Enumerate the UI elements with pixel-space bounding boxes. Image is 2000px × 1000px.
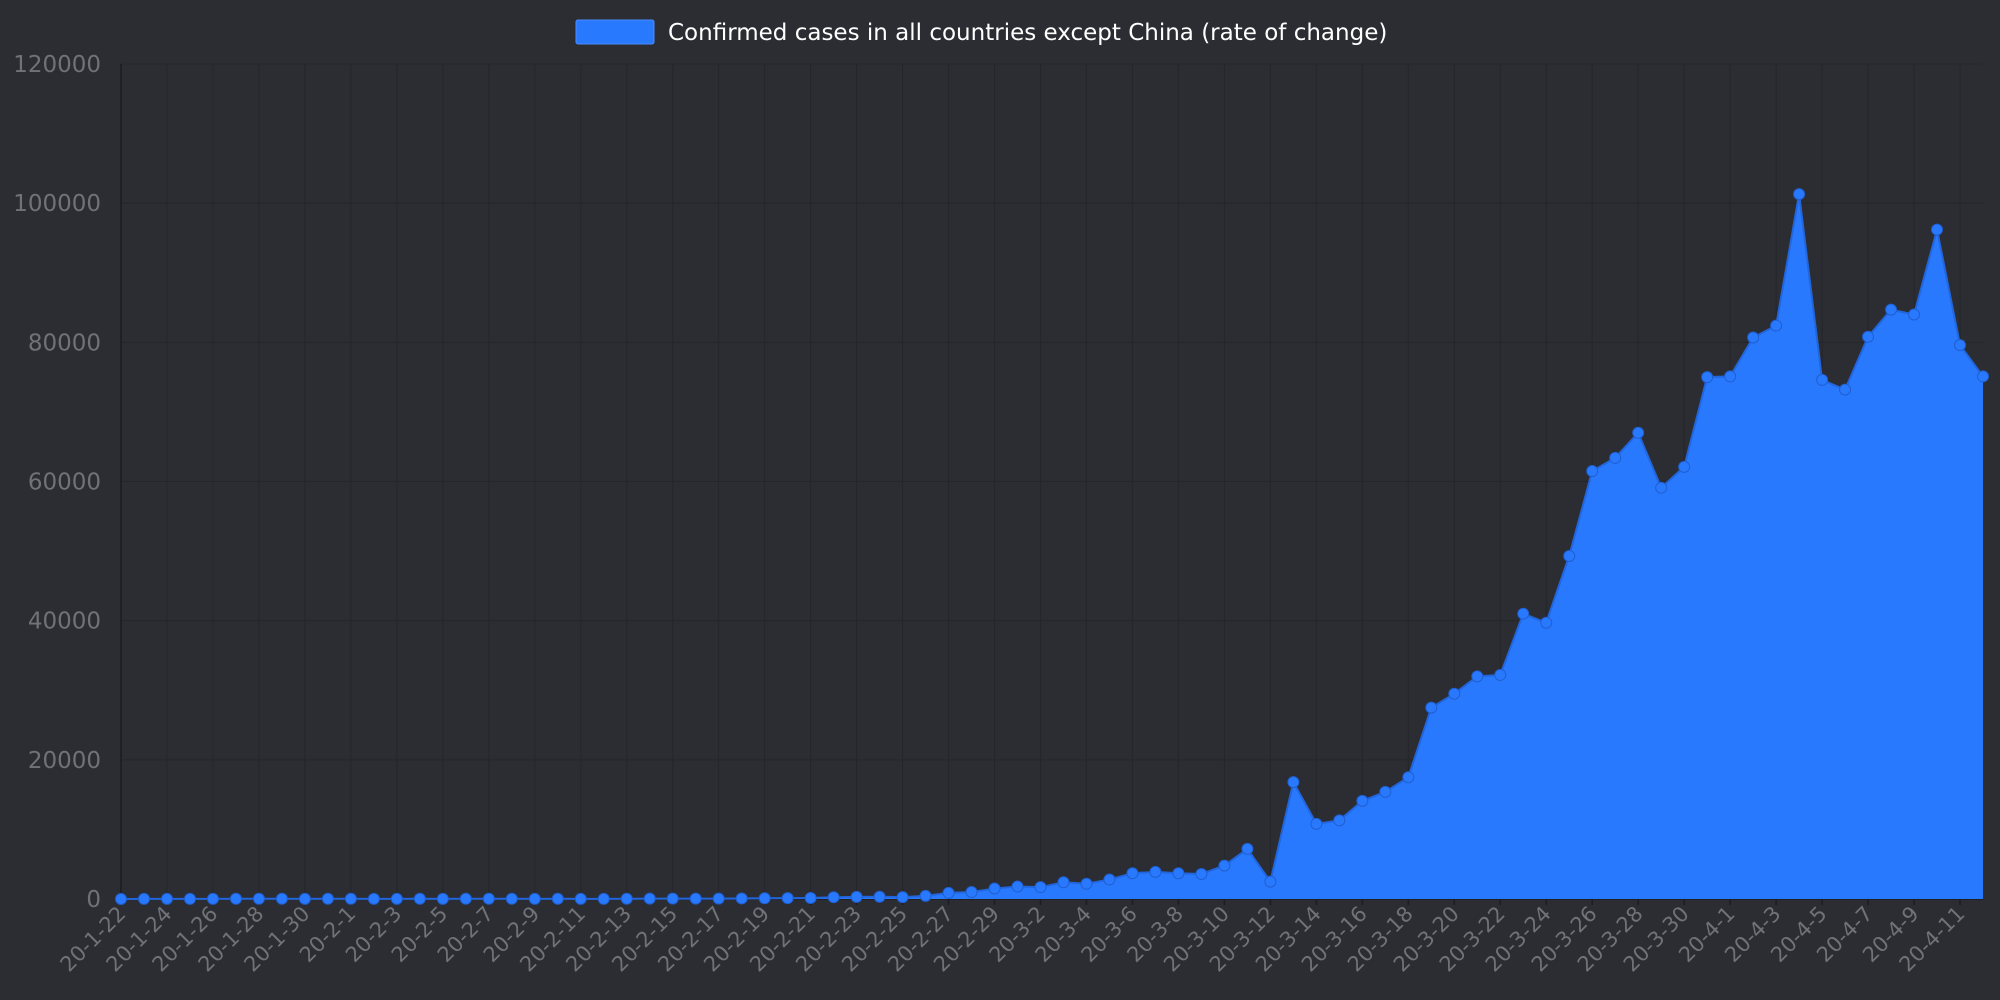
- data-point[interactable]: [252, 892, 265, 905]
- data-point[interactable]: [827, 891, 840, 904]
- data-point[interactable]: [942, 886, 955, 899]
- data-point[interactable]: [597, 892, 610, 905]
- y-tick-label: 40000: [28, 609, 101, 635]
- data-point[interactable]: [1241, 842, 1254, 855]
- data-point[interactable]: [896, 891, 909, 904]
- data-point[interactable]: [1011, 880, 1024, 893]
- data-point[interactable]: [850, 890, 863, 903]
- data-point[interactable]: [1540, 616, 1553, 629]
- data-point[interactable]: [1563, 549, 1576, 562]
- data-point[interactable]: [735, 892, 748, 905]
- legend-label[interactable]: Confirmed cases in all countries except …: [668, 20, 1387, 46]
- data-point[interactable]: [1931, 223, 1944, 236]
- data-point[interactable]: [1057, 876, 1070, 889]
- data-point[interactable]: [1701, 371, 1714, 384]
- data-point[interactable]: [666, 892, 679, 905]
- data-point[interactable]: [229, 892, 242, 905]
- data-point[interactable]: [1103, 873, 1116, 886]
- data-point[interactable]: [1609, 451, 1622, 464]
- data-point[interactable]: [1149, 865, 1162, 878]
- data-point[interactable]: [1402, 771, 1415, 784]
- data-point[interactable]: [551, 892, 564, 905]
- data-point[interactable]: [1724, 370, 1737, 383]
- y-tick-label: 100000: [13, 191, 101, 217]
- data-point[interactable]: [1632, 426, 1645, 439]
- data-point[interactable]: [183, 892, 196, 905]
- data-point[interactable]: [781, 892, 794, 905]
- area-fill: [121, 194, 1983, 899]
- data-point[interactable]: [1678, 460, 1691, 473]
- data-point[interactable]: [689, 892, 702, 905]
- data-point[interactable]: [804, 891, 817, 904]
- data-point[interactable]: [758, 892, 771, 905]
- data-point[interactable]: [1977, 370, 1989, 383]
- data-point[interactable]: [1080, 877, 1093, 890]
- data-point[interactable]: [1310, 817, 1323, 830]
- data-point[interactable]: [1586, 465, 1599, 478]
- data-point[interactable]: [459, 892, 472, 905]
- y-tick-label: 80000: [28, 330, 101, 356]
- data-point[interactable]: [1793, 188, 1806, 201]
- data-point[interactable]: [367, 892, 380, 905]
- data-point[interactable]: [712, 892, 725, 905]
- legend-swatch[interactable]: [575, 19, 655, 45]
- data-point[interactable]: [321, 892, 334, 905]
- series-points: [115, 188, 1989, 905]
- data-point[interactable]: [1195, 867, 1208, 880]
- data-point[interactable]: [1655, 481, 1668, 494]
- data-point[interactable]: [482, 892, 495, 905]
- data-point[interactable]: [1333, 814, 1346, 827]
- data-point[interactable]: [643, 892, 656, 905]
- data-point[interactable]: [1885, 303, 1898, 316]
- data-point[interactable]: [1770, 319, 1783, 332]
- data-point[interactable]: [528, 892, 541, 905]
- legend[interactable]: Confirmed cases in all countries except …: [575, 19, 1387, 46]
- data-point[interactable]: [1747, 331, 1760, 344]
- data-point[interactable]: [620, 892, 633, 905]
- data-point[interactable]: [1034, 881, 1047, 894]
- data-point[interactable]: [1517, 607, 1530, 620]
- data-point[interactable]: [1862, 330, 1875, 343]
- data-point[interactable]: [505, 892, 518, 905]
- data-point[interactable]: [436, 892, 449, 905]
- series-line: [120, 193, 1984, 900]
- data-point[interactable]: [965, 886, 978, 899]
- data-point[interactable]: [1954, 339, 1967, 352]
- series-area: [120, 193, 1984, 900]
- data-point[interactable]: [344, 892, 357, 905]
- data-point[interactable]: [574, 892, 587, 905]
- data-point[interactable]: [1908, 308, 1921, 321]
- y-tick-label: 20000: [28, 748, 101, 774]
- data-point[interactable]: [390, 892, 403, 905]
- data-point[interactable]: [1448, 687, 1461, 700]
- data-point[interactable]: [1264, 875, 1277, 888]
- data-point[interactable]: [1494, 668, 1507, 681]
- data-point[interactable]: [298, 892, 311, 905]
- data-point[interactable]: [137, 892, 150, 905]
- data-point[interactable]: [413, 892, 426, 905]
- data-point[interactable]: [1816, 373, 1829, 386]
- data-point[interactable]: [1287, 776, 1300, 789]
- data-point[interactable]: [988, 882, 1001, 895]
- y-tick-label: 120000: [13, 52, 101, 78]
- data-point[interactable]: [206, 892, 219, 905]
- data-point[interactable]: [275, 892, 288, 905]
- data-point[interactable]: [1471, 670, 1484, 683]
- data-point[interactable]: [160, 892, 173, 905]
- data-point[interactable]: [1425, 701, 1438, 714]
- data-point[interactable]: [919, 889, 932, 902]
- y-tick-label: 60000: [28, 470, 101, 496]
- data-point[interactable]: [1172, 867, 1185, 880]
- data-point[interactable]: [1379, 785, 1392, 798]
- data-point[interactable]: [1356, 794, 1369, 807]
- data-point[interactable]: [873, 890, 886, 903]
- y-axis-tick-labels: 0 20000 40000 60000 80000 100000 120000: [13, 52, 101, 913]
- data-point[interactable]: [115, 893, 127, 905]
- data-point[interactable]: [1218, 859, 1231, 872]
- y-tick-label: 0: [86, 887, 101, 913]
- data-point[interactable]: [1126, 867, 1139, 880]
- data-point[interactable]: [1839, 383, 1852, 396]
